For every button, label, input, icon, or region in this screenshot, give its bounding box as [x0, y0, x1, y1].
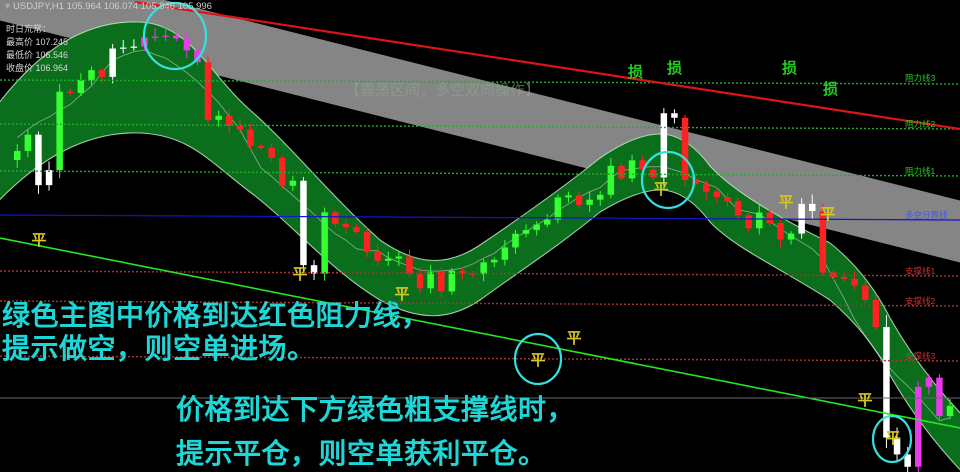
svg-text:平: 平 — [778, 194, 793, 211]
svg-text:收盘价 106.964: 收盘价 106.964 — [6, 62, 68, 73]
svg-text:平: 平 — [530, 352, 545, 369]
svg-text:平: 平 — [292, 266, 307, 283]
svg-text:损: 损 — [628, 63, 643, 81]
svg-text:阻力线1: 阻力线1 — [905, 166, 936, 176]
svg-text:平: 平 — [857, 392, 872, 409]
svg-text:价格到达下方绿色粗支撑线时，: 价格到达下方绿色粗支撑线时， — [176, 393, 575, 425]
svg-text:阻力线2: 阻力线2 — [905, 119, 936, 129]
svg-text:阻力线3: 阻力线3 — [905, 73, 936, 83]
svg-text:时日巟常：: 时日巟常： — [6, 23, 51, 34]
svg-text:平: 平 — [31, 232, 46, 249]
svg-text:损: 损 — [782, 59, 797, 77]
svg-text:最低价 106.546: 最低价 106.546 — [6, 49, 68, 60]
svg-text:支撑线3: 支撑线3 — [905, 351, 936, 361]
svg-text:支撑线1: 支撑线1 — [905, 266, 936, 276]
svg-text:损: 损 — [823, 80, 838, 98]
svg-text:最高价 107.245: 最高价 107.245 — [6, 36, 68, 47]
svg-text:▼: ▼ — [3, 1, 12, 11]
svg-text:支撑线2: 支撑线2 — [905, 296, 936, 306]
svg-text:提示平仓，则空单获利平仓。: 提示平仓，则空单获利平仓。 — [176, 437, 547, 469]
svg-text:绿色主图中价格到达红色阻力线，: 绿色主图中价格到达红色阻力线， — [2, 299, 430, 331]
svg-text:多空分界线: 多空分界线 — [905, 210, 948, 220]
svg-text:平: 平 — [885, 430, 900, 447]
svg-text:【震荡区间，多空双向操作】: 【震荡区间，多空双向操作】 — [345, 82, 540, 99]
svg-text:平: 平 — [566, 330, 581, 347]
svg-text:平: 平 — [820, 206, 835, 223]
svg-text:损: 损 — [667, 59, 682, 77]
svg-text:平: 平 — [653, 181, 668, 198]
svg-text:USDJPY,H1 105.964 106.074 10: USDJPY,H1 105.964 106.074 105.846 105.99… — [13, 1, 212, 12]
svg-text:提示做空，则空单进场。: 提示做空，则空单进场。 — [2, 332, 316, 364]
